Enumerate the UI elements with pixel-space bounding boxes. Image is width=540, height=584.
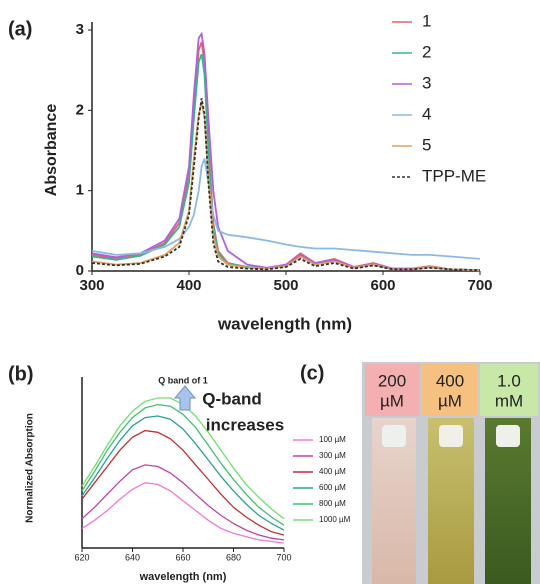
data-line — [81, 482, 285, 544]
legend-label: 600 µM — [319, 483, 346, 492]
legend-label: TPP-ME — [422, 166, 486, 185]
annotation-arrow — [173, 385, 197, 411]
annotation: Q-band — [202, 389, 262, 408]
y-axis-label: Normalized Absorption — [25, 413, 36, 523]
chart-title: Q band of 1 — [158, 375, 208, 385]
vial-label: 400 — [436, 371, 464, 390]
x-tick-label: 620 — [74, 552, 89, 562]
y-tick-label: 0 — [76, 262, 84, 279]
legend-label: 1000 µM — [319, 515, 351, 524]
vial-label-box — [365, 364, 420, 416]
x-tick-label: 700 — [276, 552, 291, 562]
legend-label: 1 — [422, 11, 431, 30]
vial-label-box — [422, 364, 478, 416]
vial-label: µM — [380, 391, 404, 410]
legend-label: 800 µM — [319, 499, 346, 508]
x-tick-label: 640 — [125, 552, 140, 562]
x-tick-label: 500 — [273, 277, 298, 294]
panel-label: (a) — [8, 18, 32, 40]
x-axis-label: wavelength (nm) — [139, 571, 227, 583]
vial-meniscus — [382, 425, 406, 447]
x-tick-label: 400 — [176, 277, 201, 294]
legend-label: 3 — [422, 73, 431, 92]
data-line — [81, 429, 285, 536]
x-tick-label: 300 — [79, 277, 104, 294]
x-tick-label: 600 — [370, 277, 395, 294]
data-line — [81, 415, 285, 531]
y-tick-label: 3 — [76, 21, 84, 38]
data-line — [91, 98, 481, 272]
x-tick-label: 660 — [175, 552, 190, 562]
vial-label-box — [480, 364, 538, 416]
legend-label: 300 µM — [319, 451, 346, 460]
legend-label: 4 — [422, 104, 431, 123]
y-axis-label: Absorbance — [43, 104, 60, 197]
vial-label: µM — [438, 391, 462, 410]
legend-label: 5 — [422, 135, 431, 154]
y-tick-label: 1 — [76, 182, 84, 199]
vial-label: mM — [495, 391, 523, 410]
annotation: increases — [206, 415, 284, 434]
legend-label: 2 — [422, 42, 431, 61]
legend-label: 100 µM — [319, 435, 346, 444]
x-tick-label: 700 — [467, 277, 492, 294]
vial-meniscus — [439, 425, 463, 447]
vial-meniscus — [496, 425, 520, 447]
y-tick-label: 2 — [76, 101, 84, 118]
vial-label: 1.0 — [497, 371, 521, 390]
data-line — [81, 464, 285, 541]
legend-label: 400 µM — [319, 467, 346, 476]
x-tick-label: 680 — [226, 552, 241, 562]
vial-label: 200 — [378, 371, 406, 390]
panel-label: (b) — [8, 363, 34, 385]
panel-label: (c) — [300, 362, 324, 384]
x-axis-label: wavelength (nm) — [217, 314, 352, 333]
data-line — [81, 403, 285, 526]
